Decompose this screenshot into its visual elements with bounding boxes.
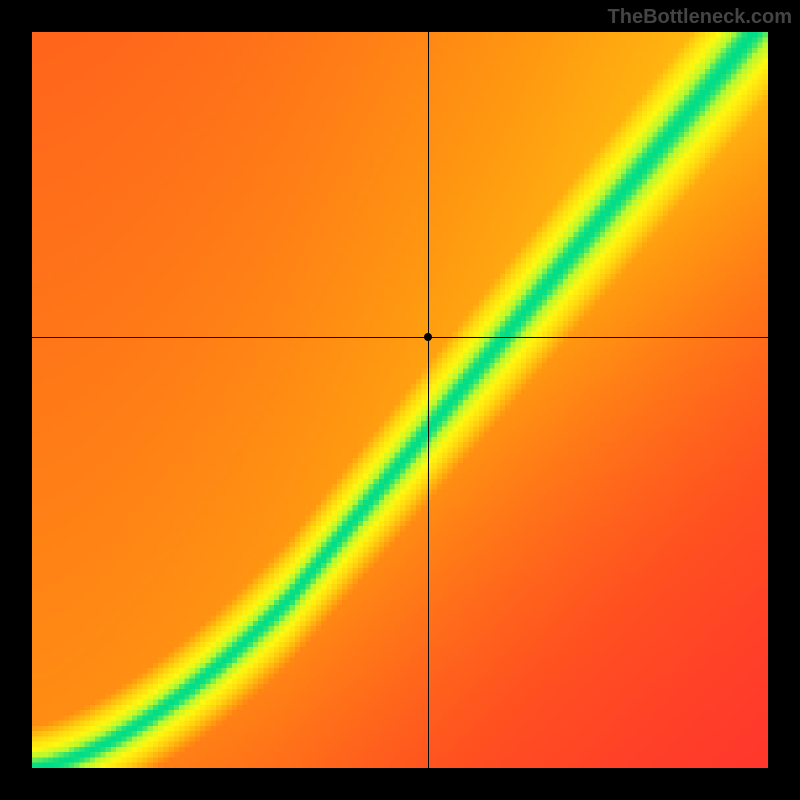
crosshair-vertical [428,32,429,768]
heatmap-plot [32,32,768,768]
watermark-text: TheBottleneck.com [608,6,792,29]
heatmap-canvas [32,32,768,768]
crosshair-horizontal [32,337,768,338]
crosshair-marker-dot [424,333,432,341]
